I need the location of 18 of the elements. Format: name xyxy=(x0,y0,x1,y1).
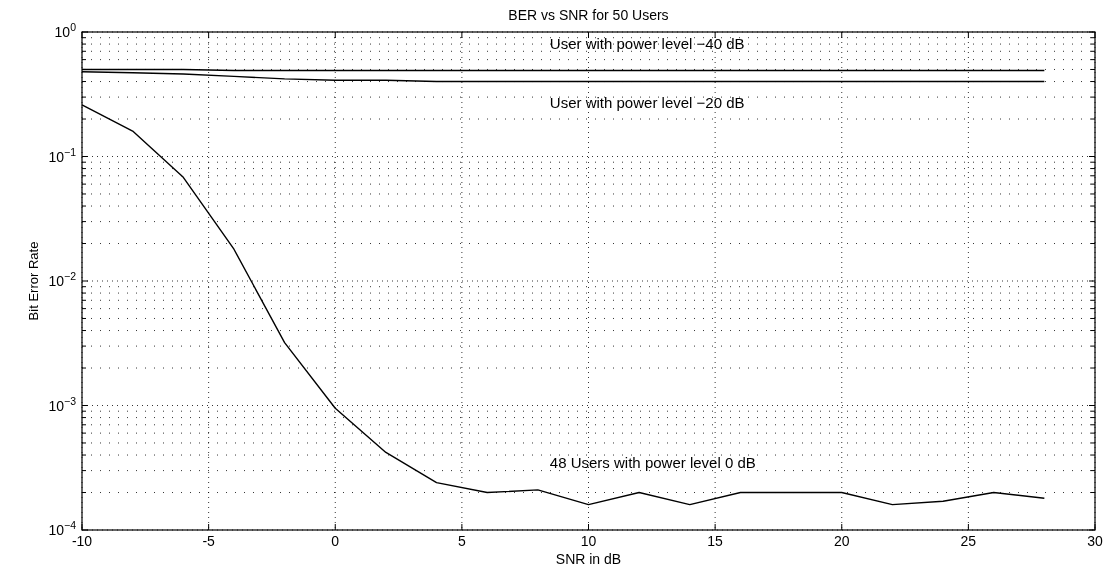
y-tick-label: 10$^{−3}$ xyxy=(48,394,77,414)
x-axis-title: SNR in dB xyxy=(555,551,622,567)
annotation: User with power level −40 dB xyxy=(549,34,745,52)
x-tick-label: 0 xyxy=(331,533,340,549)
annotation: User with power level −20 dB xyxy=(549,93,745,111)
x-tick-label: 20 xyxy=(833,533,850,549)
x-tick-label: 30 xyxy=(1087,533,1103,549)
x-tick-label: 5 xyxy=(457,533,466,549)
x-tick-label: 25 xyxy=(960,533,977,549)
chart-title: BER vs SNR for 50 Users xyxy=(508,7,669,23)
x-tick-label: 10 xyxy=(580,533,597,549)
x-tick-label: 15 xyxy=(707,533,724,549)
x-tick-label: -5 xyxy=(202,533,216,549)
y-tick-label: 10$^{0}$ xyxy=(54,21,77,40)
y-tick-label: 10$^{−2}$ xyxy=(48,270,77,289)
y-axis-title: Bit Error Rate xyxy=(26,241,41,321)
annotation: 48 Users with power level 0 dB xyxy=(549,453,756,471)
y-tick-label: 10$^{−1}$ xyxy=(48,145,77,165)
